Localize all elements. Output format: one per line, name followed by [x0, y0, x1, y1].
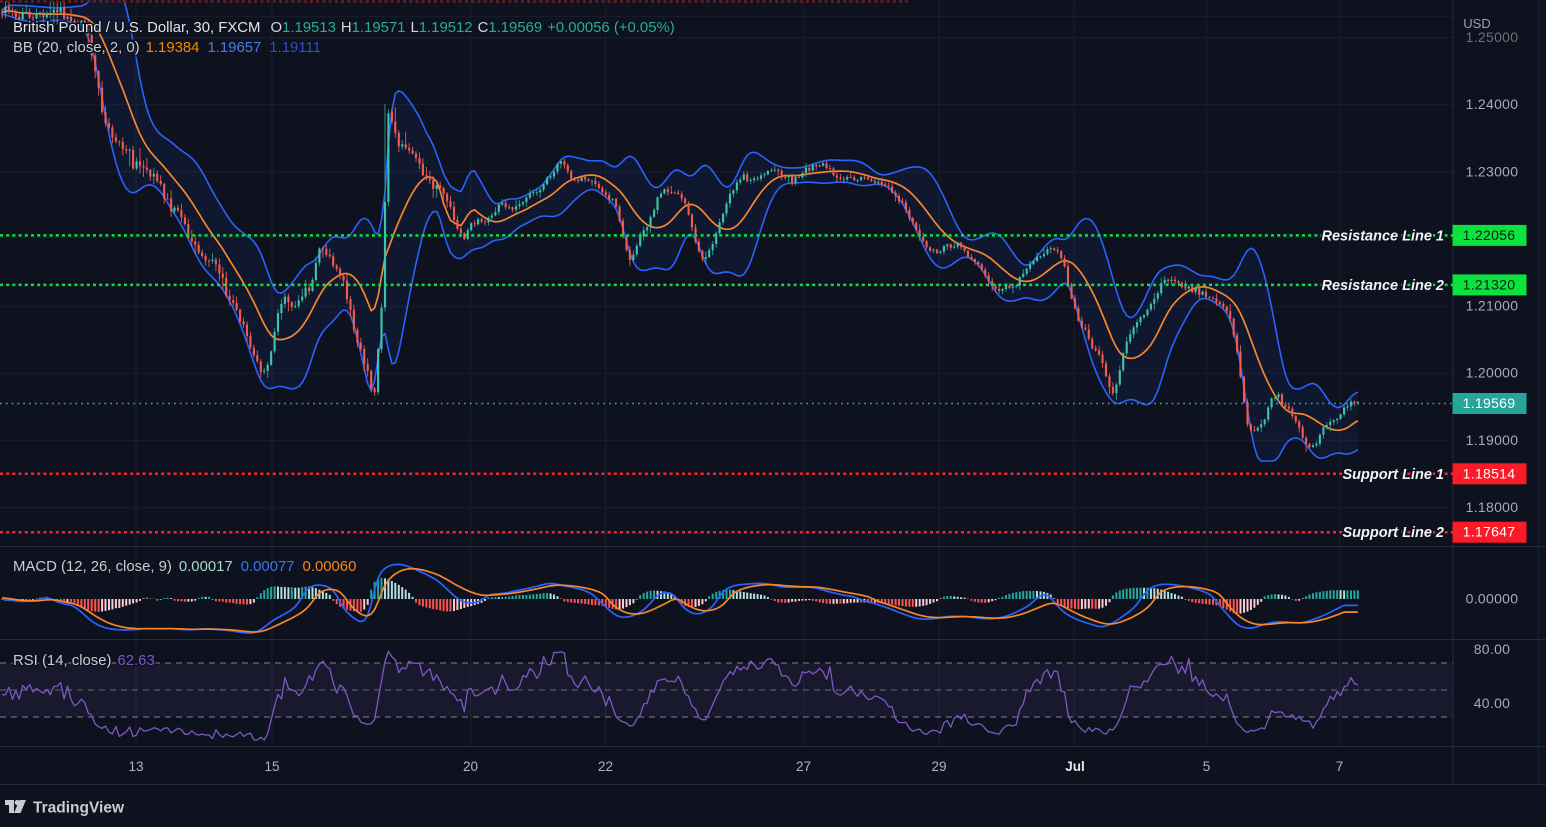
- svg-text:13: 13: [128, 759, 143, 774]
- svg-text:TradingView: TradingView: [33, 800, 125, 817]
- svg-text:1.25000: 1.25000: [1466, 29, 1519, 45]
- svg-text:British Pound / U.S. Dollar, 3: British Pound / U.S. Dollar, 30, FXCM O1.…: [13, 20, 675, 36]
- svg-text:1.18000: 1.18000: [1466, 499, 1519, 515]
- svg-text:USD: USD: [1463, 16, 1490, 31]
- svg-text:RSI (14, close)62.63: RSI (14, close) 62.63: [13, 653, 155, 669]
- svg-text:1.22056: 1.22056: [1463, 227, 1516, 243]
- svg-text:40.00: 40.00: [1474, 695, 1511, 711]
- svg-text:1.21320: 1.21320: [1463, 276, 1516, 292]
- svg-text:1.19569: 1.19569: [1463, 395, 1516, 411]
- svg-text:27: 27: [796, 759, 811, 774]
- svg-text:Jul: Jul: [1065, 759, 1085, 774]
- svg-text:1.18514: 1.18514: [1463, 465, 1516, 481]
- svg-text:80.00: 80.00: [1474, 641, 1511, 657]
- svg-text:1.19000: 1.19000: [1466, 432, 1519, 448]
- svg-text:Resistance Line 2: Resistance Line 2: [1322, 278, 1445, 294]
- svg-text:7: 7: [1336, 759, 1344, 774]
- svg-text:Support Line 2: Support Line 2: [1343, 525, 1445, 541]
- svg-text:29: 29: [931, 759, 946, 774]
- svg-text:22: 22: [598, 759, 613, 774]
- svg-text:Support Line 1: Support Line 1: [1343, 467, 1445, 483]
- svg-text:MACD (12, 26, close, 9)0.00017: MACD (12, 26, close, 9) 0.00017 0.00077 0.0…: [13, 559, 356, 575]
- svg-text:1.20000: 1.20000: [1466, 365, 1519, 381]
- svg-text:0.00000: 0.00000: [1466, 591, 1519, 607]
- svg-text:1.21000: 1.21000: [1466, 298, 1519, 314]
- svg-text:5: 5: [1203, 759, 1211, 774]
- svg-text:Resistance Line 1: Resistance Line 1: [1322, 228, 1445, 244]
- svg-text:1.24000: 1.24000: [1466, 96, 1519, 112]
- svg-text:1.17647: 1.17647: [1463, 524, 1516, 540]
- svg-text:15: 15: [264, 759, 279, 774]
- svg-text:1.23000: 1.23000: [1466, 163, 1519, 179]
- svg-text:20: 20: [463, 759, 478, 774]
